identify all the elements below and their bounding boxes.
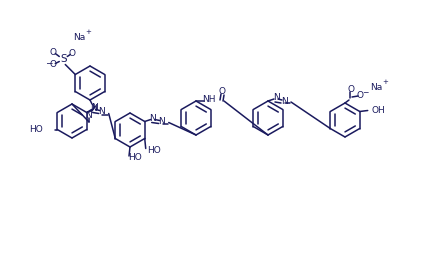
- Text: O: O: [50, 60, 57, 69]
- Text: Na: Na: [73, 33, 86, 42]
- Text: +: +: [85, 28, 91, 35]
- Text: N: N: [98, 107, 105, 116]
- Text: HO: HO: [147, 146, 160, 155]
- Text: +: +: [382, 79, 388, 85]
- Text: N: N: [86, 110, 92, 120]
- Text: N: N: [92, 102, 98, 111]
- Text: N: N: [281, 96, 287, 106]
- Text: −: −: [45, 58, 52, 67]
- Text: N: N: [90, 104, 97, 113]
- Text: OH: OH: [372, 106, 385, 115]
- Text: S: S: [60, 54, 67, 65]
- Text: HO: HO: [30, 125, 43, 134]
- Text: O: O: [357, 91, 363, 99]
- Text: O: O: [219, 87, 225, 96]
- Text: HO: HO: [128, 154, 142, 162]
- Text: N: N: [149, 114, 156, 123]
- Text: O: O: [50, 48, 57, 57]
- Text: N: N: [158, 117, 165, 126]
- Text: O: O: [347, 85, 354, 95]
- Text: Na: Na: [370, 84, 382, 92]
- Text: −: −: [362, 88, 368, 98]
- Text: NH: NH: [202, 95, 216, 105]
- Text: O: O: [69, 49, 76, 58]
- Text: N: N: [273, 94, 279, 102]
